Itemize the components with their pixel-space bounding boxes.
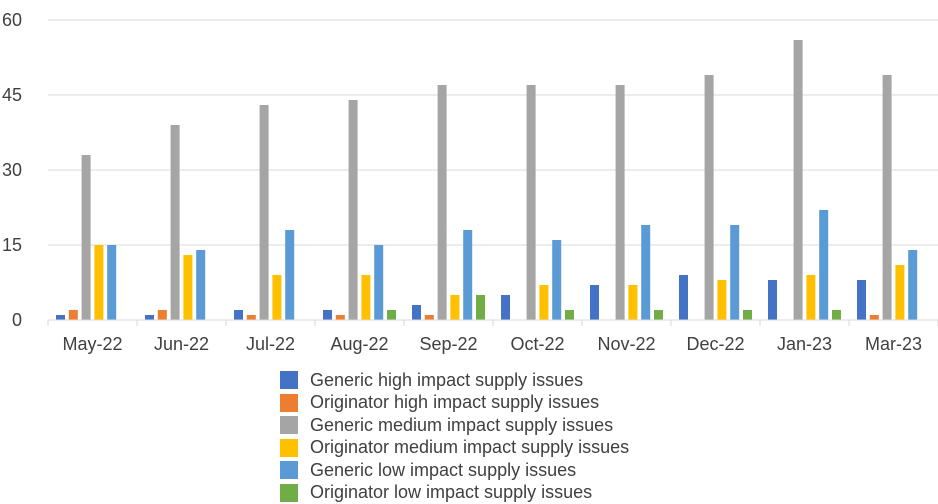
bar bbox=[527, 85, 536, 320]
bar bbox=[425, 315, 434, 320]
bar bbox=[145, 315, 154, 320]
legend-label: Originator low impact supply issues bbox=[310, 482, 592, 503]
bar bbox=[107, 245, 116, 320]
bar bbox=[730, 225, 739, 320]
y-tick-label: 45 bbox=[2, 85, 22, 105]
x-tick-label: May-22 bbox=[62, 334, 122, 354]
bar bbox=[641, 225, 650, 320]
bar bbox=[285, 230, 294, 320]
bar bbox=[349, 100, 358, 320]
x-tick-label: Dec-22 bbox=[686, 334, 744, 354]
bar bbox=[705, 75, 714, 320]
bar bbox=[539, 285, 548, 320]
legend-swatch bbox=[280, 371, 298, 389]
gridlines bbox=[48, 20, 938, 245]
x-tick-label: Mar-23 bbox=[865, 334, 922, 354]
x-axis bbox=[48, 320, 938, 326]
bar bbox=[794, 40, 803, 320]
bar bbox=[272, 275, 281, 320]
legend-label: Generic high impact supply issues bbox=[310, 370, 583, 391]
bar bbox=[717, 280, 726, 320]
bar bbox=[450, 295, 459, 320]
legend-item: Generic medium impact supply issues bbox=[280, 414, 800, 437]
y-tick-label: 0 bbox=[12, 310, 22, 330]
x-tick-label: Jun-22 bbox=[154, 334, 209, 354]
bar bbox=[94, 245, 103, 320]
bar bbox=[908, 250, 917, 320]
bar bbox=[361, 275, 370, 320]
bar bbox=[82, 155, 91, 320]
legend-swatch bbox=[280, 461, 298, 479]
bar bbox=[438, 85, 447, 320]
bar bbox=[196, 250, 205, 320]
bar bbox=[387, 310, 396, 320]
bar bbox=[323, 310, 332, 320]
legend-label: Generic low impact supply issues bbox=[310, 460, 576, 481]
bar bbox=[565, 310, 574, 320]
x-tick-label: Nov-22 bbox=[597, 334, 655, 354]
bar bbox=[768, 280, 777, 320]
x-tick-label: Sep-22 bbox=[419, 334, 477, 354]
bar bbox=[616, 85, 625, 320]
bar bbox=[501, 295, 510, 320]
legend-swatch bbox=[280, 439, 298, 457]
legend-item: Originator medium impact supply issues bbox=[280, 437, 800, 460]
x-tick-label: Jul-22 bbox=[246, 334, 295, 354]
bars bbox=[56, 40, 917, 320]
bar bbox=[336, 315, 345, 320]
bar bbox=[247, 315, 256, 320]
bar bbox=[158, 310, 167, 320]
x-tick-label: Aug-22 bbox=[330, 334, 388, 354]
legend-label: Originator medium impact supply issues bbox=[310, 437, 629, 458]
bar bbox=[56, 315, 65, 320]
legend-label: Generic medium impact supply issues bbox=[310, 415, 613, 436]
x-axis-labels: May-22 Jun-22 Jul-22 Aug-22 Sep-22 Oct-22 Nov-… bbox=[62, 334, 922, 354]
bar bbox=[260, 105, 269, 320]
x-tick-label: Oct-22 bbox=[510, 334, 564, 354]
bar bbox=[628, 285, 637, 320]
bar bbox=[476, 295, 485, 320]
bar bbox=[857, 280, 866, 320]
bar bbox=[463, 230, 472, 320]
bar bbox=[883, 75, 892, 320]
y-axis-labels: 0 15 30 45 60 bbox=[2, 10, 22, 330]
legend-label: Originator high impact supply issues bbox=[310, 392, 599, 413]
bar bbox=[69, 310, 78, 320]
bar bbox=[171, 125, 180, 320]
bar bbox=[832, 310, 841, 320]
bar bbox=[806, 275, 815, 320]
legend-swatch bbox=[280, 394, 298, 412]
y-tick-label: 60 bbox=[2, 10, 22, 30]
bar bbox=[183, 255, 192, 320]
bar bbox=[819, 210, 828, 320]
legend-item: Originator high impact supply issues bbox=[280, 392, 800, 415]
bar bbox=[895, 265, 904, 320]
bar bbox=[234, 310, 243, 320]
bar bbox=[374, 245, 383, 320]
x-tick-label: Jan-23 bbox=[777, 334, 832, 354]
legend-item: Originator low impact supply issues bbox=[280, 482, 800, 504]
legend-item: Generic high impact supply issues bbox=[280, 369, 800, 392]
bar bbox=[590, 285, 599, 320]
bar bbox=[679, 275, 688, 320]
bar bbox=[743, 310, 752, 320]
bar bbox=[412, 305, 421, 320]
legend-item: Generic low impact supply issues bbox=[280, 459, 800, 482]
bar bbox=[654, 310, 663, 320]
y-tick-label: 15 bbox=[2, 235, 22, 255]
bar bbox=[552, 240, 561, 320]
y-tick-label: 30 bbox=[2, 160, 22, 180]
legend-swatch bbox=[280, 416, 298, 434]
legend-swatch bbox=[280, 484, 298, 502]
bar bbox=[870, 315, 879, 320]
